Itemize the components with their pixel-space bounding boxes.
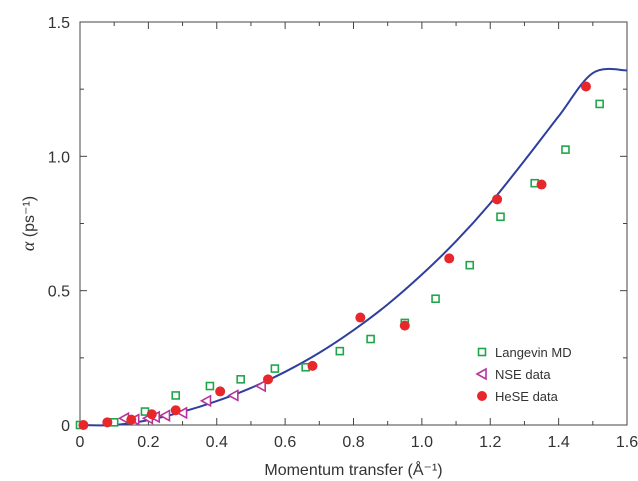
legend-label-nse-data: NSE data <box>495 367 551 382</box>
nse-data-point <box>175 406 188 420</box>
x-tick-label: 0.4 <box>206 434 228 451</box>
hese-data-point <box>78 420 89 430</box>
y-tick-label: 1.0 <box>48 149 70 166</box>
hese-data-point <box>444 253 455 264</box>
hese-data-point <box>355 312 366 323</box>
langevin-md-point <box>561 145 570 154</box>
hese-data-point <box>536 179 547 190</box>
y-axis-label: α (ps⁻¹) <box>18 196 38 251</box>
fit-curve <box>79 67 628 427</box>
langevin-md-point <box>595 99 604 109</box>
plot-frame <box>79 21 628 426</box>
x-tick-label: 1.2 <box>479 434 501 451</box>
tick-labels: 0 0.2 0.4 0.6 0.8 1.0 1.2 1.4 1.6 0 0.5 1.0 1.5 <box>48 15 638 451</box>
data-markers <box>75 81 604 430</box>
langevin-md-point <box>171 391 181 400</box>
hese-data-point <box>126 414 137 425</box>
x-tick-label: 0 <box>76 434 85 451</box>
y-tick-label: 0 <box>61 418 70 435</box>
x-tick-label: 0.8 <box>342 434 364 451</box>
x-tick-label: 1.6 <box>616 434 638 451</box>
nse-data-point <box>158 409 171 422</box>
langevin-md-point <box>465 260 475 270</box>
langevin-md-point <box>270 364 280 373</box>
legend-marker-hese-data <box>477 391 487 401</box>
langevin-md-point <box>236 375 245 384</box>
x-tick-label: 0.2 <box>137 434 159 451</box>
hese-data-point <box>399 320 410 331</box>
y-axis-symbol: α <box>18 241 38 251</box>
y-tick-label: 1.5 <box>48 15 70 32</box>
y-axis-unit: (ps⁻¹) <box>21 196 38 242</box>
hese-data-point <box>102 417 113 428</box>
legend: Langevin MD NSE data HeSE data <box>475 345 572 404</box>
hese-data-point <box>492 194 503 205</box>
langevin-md-point <box>431 294 440 304</box>
langevin-md-point <box>335 346 345 356</box>
hese-data-point <box>580 81 591 92</box>
hese-data-point <box>263 374 274 385</box>
legend-marker-nse-data <box>475 367 487 381</box>
axis-ticks <box>79 21 628 426</box>
nse-data-point <box>254 379 266 393</box>
hese-data-point <box>170 405 181 416</box>
langevin-md-point <box>366 334 375 344</box>
legend-label-langevin-md: Langevin MD <box>495 345 572 360</box>
nse-data-point <box>227 389 239 402</box>
langevin-md-point <box>496 212 505 222</box>
hese-data-point <box>307 360 318 371</box>
x-tick-label: 1.4 <box>548 434 570 451</box>
x-axis-label: Momentum transfer (Å⁻¹) <box>264 460 442 479</box>
legend-marker-langevin-md <box>477 347 487 357</box>
nse-data-point <box>199 394 212 408</box>
langevin-md-point <box>205 381 215 391</box>
hese-data-point <box>215 386 226 397</box>
x-tick-label: 1.0 <box>411 434 433 451</box>
legend-label-hese-data: HeSE data <box>495 389 559 404</box>
plot-area <box>75 21 628 430</box>
y-tick-label: 0.5 <box>48 284 70 301</box>
hese-data-point <box>146 409 157 420</box>
x-tick-label: 0.6 <box>274 434 296 451</box>
